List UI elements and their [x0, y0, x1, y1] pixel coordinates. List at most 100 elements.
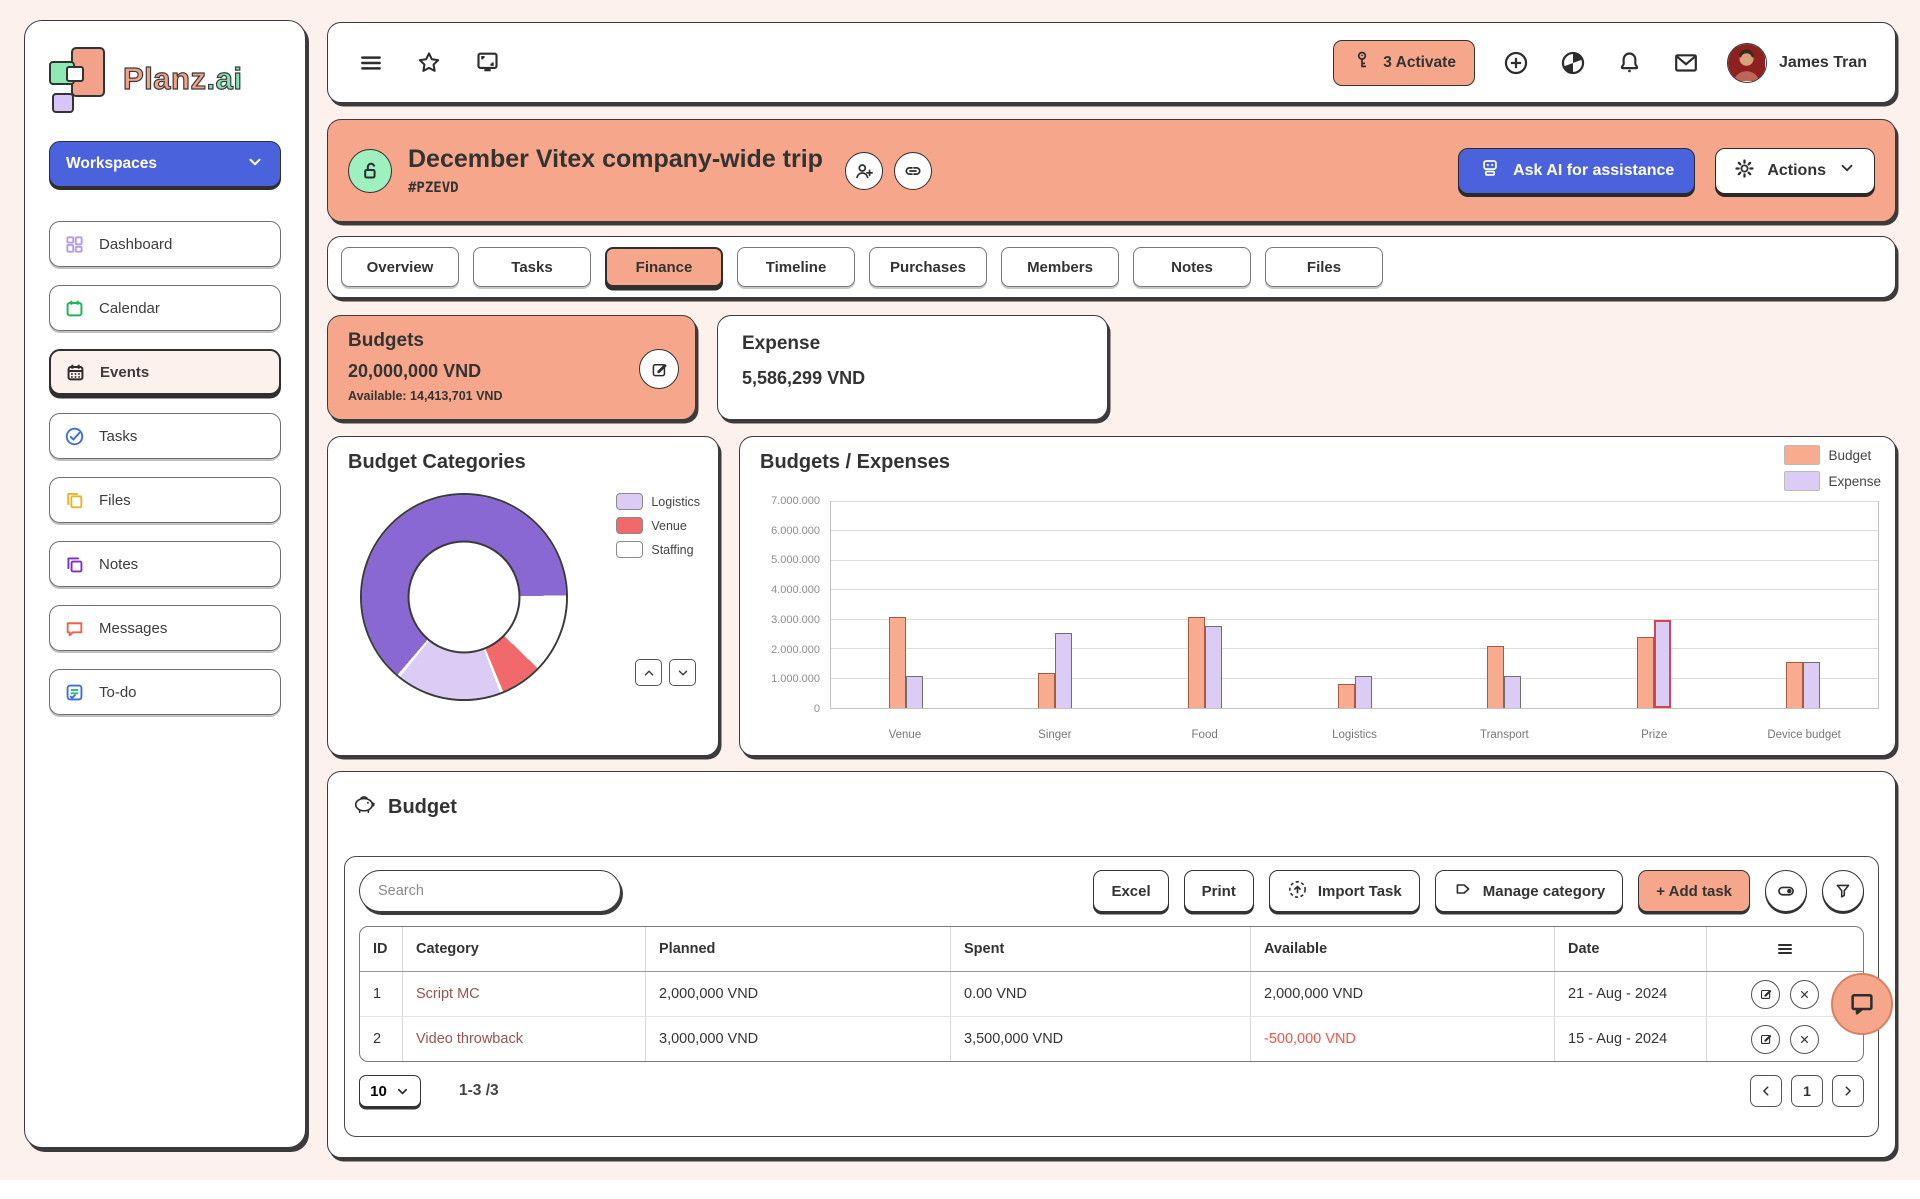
budgets-expenses-title: Budgets / Expenses	[760, 451, 951, 473]
event-code: #PZEVD	[408, 180, 459, 196]
ask-ai-button[interactable]: Ask AI for assistance	[1458, 147, 1696, 194]
tab-notes[interactable]: Notes	[1133, 247, 1251, 287]
sidebar-item-events[interactable]: Events	[49, 349, 281, 395]
budgets-amount: 20,000,000 VND	[348, 361, 482, 381]
add-circle-icon[interactable]	[1500, 47, 1532, 79]
bell-icon[interactable]	[1614, 47, 1645, 78]
donut-chart-wrap	[360, 493, 568, 701]
sidebar-item-label: Files	[99, 491, 131, 509]
import-task-button[interactable]: Import Task	[1268, 870, 1420, 912]
donut-hole	[407, 540, 521, 654]
files-icon	[63, 489, 85, 511]
print-button[interactable]: Print	[1183, 870, 1254, 912]
sidebar-item-messages[interactable]: Messages	[49, 605, 281, 651]
toggle-view-icon[interactable]	[1765, 870, 1807, 912]
add-task-button[interactable]: + Add task	[1638, 870, 1750, 912]
toolbar-buttons: Excel Print Import Task Manage category …	[1093, 870, 1864, 912]
edit-budget-button[interactable]	[639, 349, 679, 389]
tab-members[interactable]: Members	[1001, 247, 1119, 287]
col-header-menu[interactable]	[1706, 927, 1863, 971]
cell-id: 1	[373, 986, 382, 1002]
tabs-bar: Overview Tasks Finance Timeline Purchase…	[327, 236, 1896, 298]
workspaces-button[interactable]: Workspaces	[49, 141, 281, 187]
col-header-id[interactable]: ID	[373, 941, 388, 957]
screen-capture-icon[interactable]	[472, 47, 503, 78]
brand-logo-icon	[49, 45, 111, 113]
tab-finance[interactable]: Finance	[605, 247, 723, 287]
col-header-available[interactable]: Available	[1250, 927, 1554, 971]
brand-name: Planz.ai	[122, 60, 243, 96]
tab-tasks[interactable]: Tasks	[473, 247, 591, 287]
row-delete-icon[interactable]	[1790, 979, 1819, 1009]
current-page-button[interactable]: 1	[1791, 1075, 1823, 1107]
donut-legend: Logistics Venue Staffing	[616, 493, 700, 558]
sidebar-item-files[interactable]: Files	[49, 477, 281, 523]
cell-category-link[interactable]: Video throwback	[416, 1031, 523, 1047]
cell-available: 2,000,000 VND	[1250, 972, 1554, 1016]
col-header-planned[interactable]: Planned	[645, 927, 950, 971]
manage-category-button[interactable]: Manage category	[1434, 870, 1624, 912]
scroll-up-icon[interactable]	[635, 659, 662, 686]
budgets-available: Available: 14,413,701 VND	[348, 389, 503, 403]
menu-hamburger-icon[interactable]	[356, 48, 386, 78]
col-header-category[interactable]: Category	[402, 927, 645, 971]
cell-available-negative: -500,000 VND	[1250, 1017, 1554, 1061]
tab-overview[interactable]: Overview	[341, 247, 459, 287]
expense-summary-card: Expense 5,586,299 VND	[717, 315, 1108, 420]
workspaces-label: Workspaces	[66, 155, 158, 172]
tab-purchases[interactable]: Purchases	[869, 247, 987, 287]
scroll-down-icon[interactable]	[669, 659, 696, 686]
topbar: 3 Activate James Tran	[327, 22, 1896, 103]
robot-icon	[1479, 157, 1501, 184]
user-menu[interactable]: James Tran	[1726, 42, 1867, 83]
import-icon	[1287, 879, 1308, 904]
sidebar-item-notes[interactable]: Notes	[49, 541, 281, 587]
calendar-icon	[63, 297, 85, 319]
sidebar-item-tasks[interactable]: Tasks	[49, 413, 281, 459]
add-member-icon[interactable]	[844, 151, 883, 190]
bar-groups	[831, 502, 1878, 708]
sidebar-item-label: To-do	[99, 683, 137, 701]
budgets-summary-card: Budgets 20,000,000 VND Available: 14,413…	[327, 315, 696, 420]
mail-icon[interactable]	[1670, 47, 1702, 79]
activate-label: 3 Activate	[1383, 53, 1456, 71]
cell-category-link[interactable]: Script MC	[416, 986, 480, 1002]
row-delete-icon[interactable]	[1790, 1024, 1819, 1054]
next-page-icon[interactable]	[1832, 1075, 1864, 1107]
page-size-select[interactable]: 10	[359, 1075, 421, 1107]
tag-icon	[1453, 879, 1473, 903]
search-input[interactable]	[359, 870, 621, 912]
unlock-icon[interactable]	[348, 148, 392, 193]
row-edit-icon[interactable]	[1751, 1024, 1780, 1054]
tab-files[interactable]: Files	[1265, 247, 1383, 287]
tab-timeline[interactable]: Timeline	[737, 247, 855, 287]
actions-button[interactable]: Actions	[1715, 147, 1875, 194]
col-header-spent[interactable]: Spent	[950, 927, 1250, 971]
expense-amount: 5,586,299 VND	[742, 368, 866, 388]
budgets-expenses-card: Budgets / Expenses Budget Expense 0 1.000…	[739, 436, 1896, 756]
filter-icon[interactable]	[1822, 870, 1864, 912]
activate-button[interactable]: 3 Activate	[1333, 39, 1475, 86]
sidebar-item-calendar[interactable]: Calendar	[49, 285, 281, 331]
prev-page-icon[interactable]	[1750, 1075, 1782, 1107]
star-icon[interactable]	[414, 48, 444, 78]
sidebar-item-label: Events	[100, 363, 150, 381]
col-header-date[interactable]: Date	[1554, 927, 1706, 971]
cell-date: 15 - Aug - 2024	[1554, 1017, 1706, 1061]
sidebar-item-dashboard[interactable]: Dashboard	[49, 221, 281, 267]
row-edit-icon[interactable]	[1751, 979, 1780, 1009]
actions-label: Actions	[1767, 161, 1826, 179]
legend-item: Staffing	[616, 541, 700, 558]
copy-link-icon[interactable]	[893, 151, 932, 190]
chevron-down-icon	[1838, 159, 1856, 182]
user-name: James Tran	[1778, 53, 1867, 71]
legend-item: Expense	[1784, 471, 1881, 491]
chat-fab[interactable]	[1831, 973, 1893, 1035]
sidebar-item-todo[interactable]: To-do	[49, 669, 281, 715]
budgets-title: Budgets	[348, 330, 424, 351]
pagination-range: 1-3 /3	[459, 1082, 499, 1099]
sidebar-nav: Dashboard Calendar Events Tasks Files No…	[49, 221, 281, 715]
globe-icon[interactable]	[1557, 47, 1589, 79]
excel-button[interactable]: Excel	[1093, 870, 1169, 912]
sidebar-item-label: Notes	[99, 555, 139, 573]
